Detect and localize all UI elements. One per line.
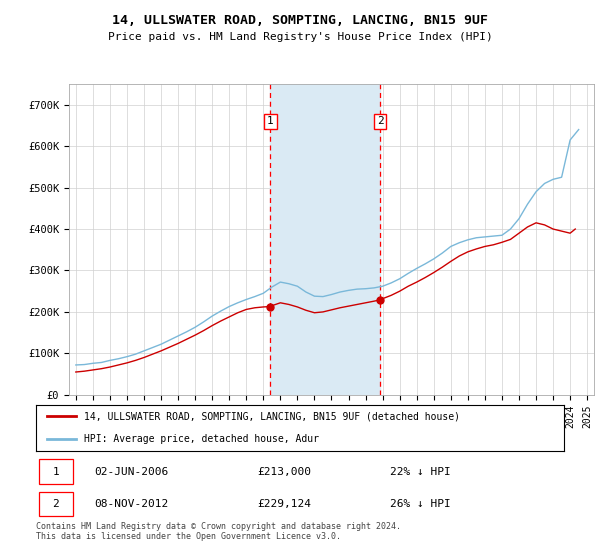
Text: £213,000: £213,000: [258, 466, 312, 477]
Bar: [271, 84, 380, 395]
Text: HPI: Average price, detached house, Adur: HPI: Average price, detached house, Adur: [83, 435, 319, 444]
Text: £229,124: £229,124: [258, 499, 312, 509]
Bar: [38, 459, 73, 484]
Text: 14, ULLSWATER ROAD, SOMPTING, LANCING, BN15 9UF (detached house): 14, ULLSWATER ROAD, SOMPTING, LANCING, B…: [83, 412, 460, 421]
Text: 1: 1: [52, 466, 59, 477]
Text: Price paid vs. HM Land Registry's House Price Index (HPI): Price paid vs. HM Land Registry's House …: [107, 32, 493, 43]
Text: 1: 1: [267, 116, 274, 127]
Text: 26% ↓ HPI: 26% ↓ HPI: [390, 499, 451, 509]
Text: 2: 2: [377, 116, 383, 127]
Text: 08-NOV-2012: 08-NOV-2012: [94, 499, 169, 509]
Bar: [38, 492, 73, 516]
Text: 14, ULLSWATER ROAD, SOMPTING, LANCING, BN15 9UF: 14, ULLSWATER ROAD, SOMPTING, LANCING, B…: [112, 14, 488, 27]
Text: 2: 2: [52, 499, 59, 509]
Text: 02-JUN-2006: 02-JUN-2006: [94, 466, 169, 477]
Text: 22% ↓ HPI: 22% ↓ HPI: [390, 466, 451, 477]
Text: Contains HM Land Registry data © Crown copyright and database right 2024.
This d: Contains HM Land Registry data © Crown c…: [36, 522, 401, 542]
